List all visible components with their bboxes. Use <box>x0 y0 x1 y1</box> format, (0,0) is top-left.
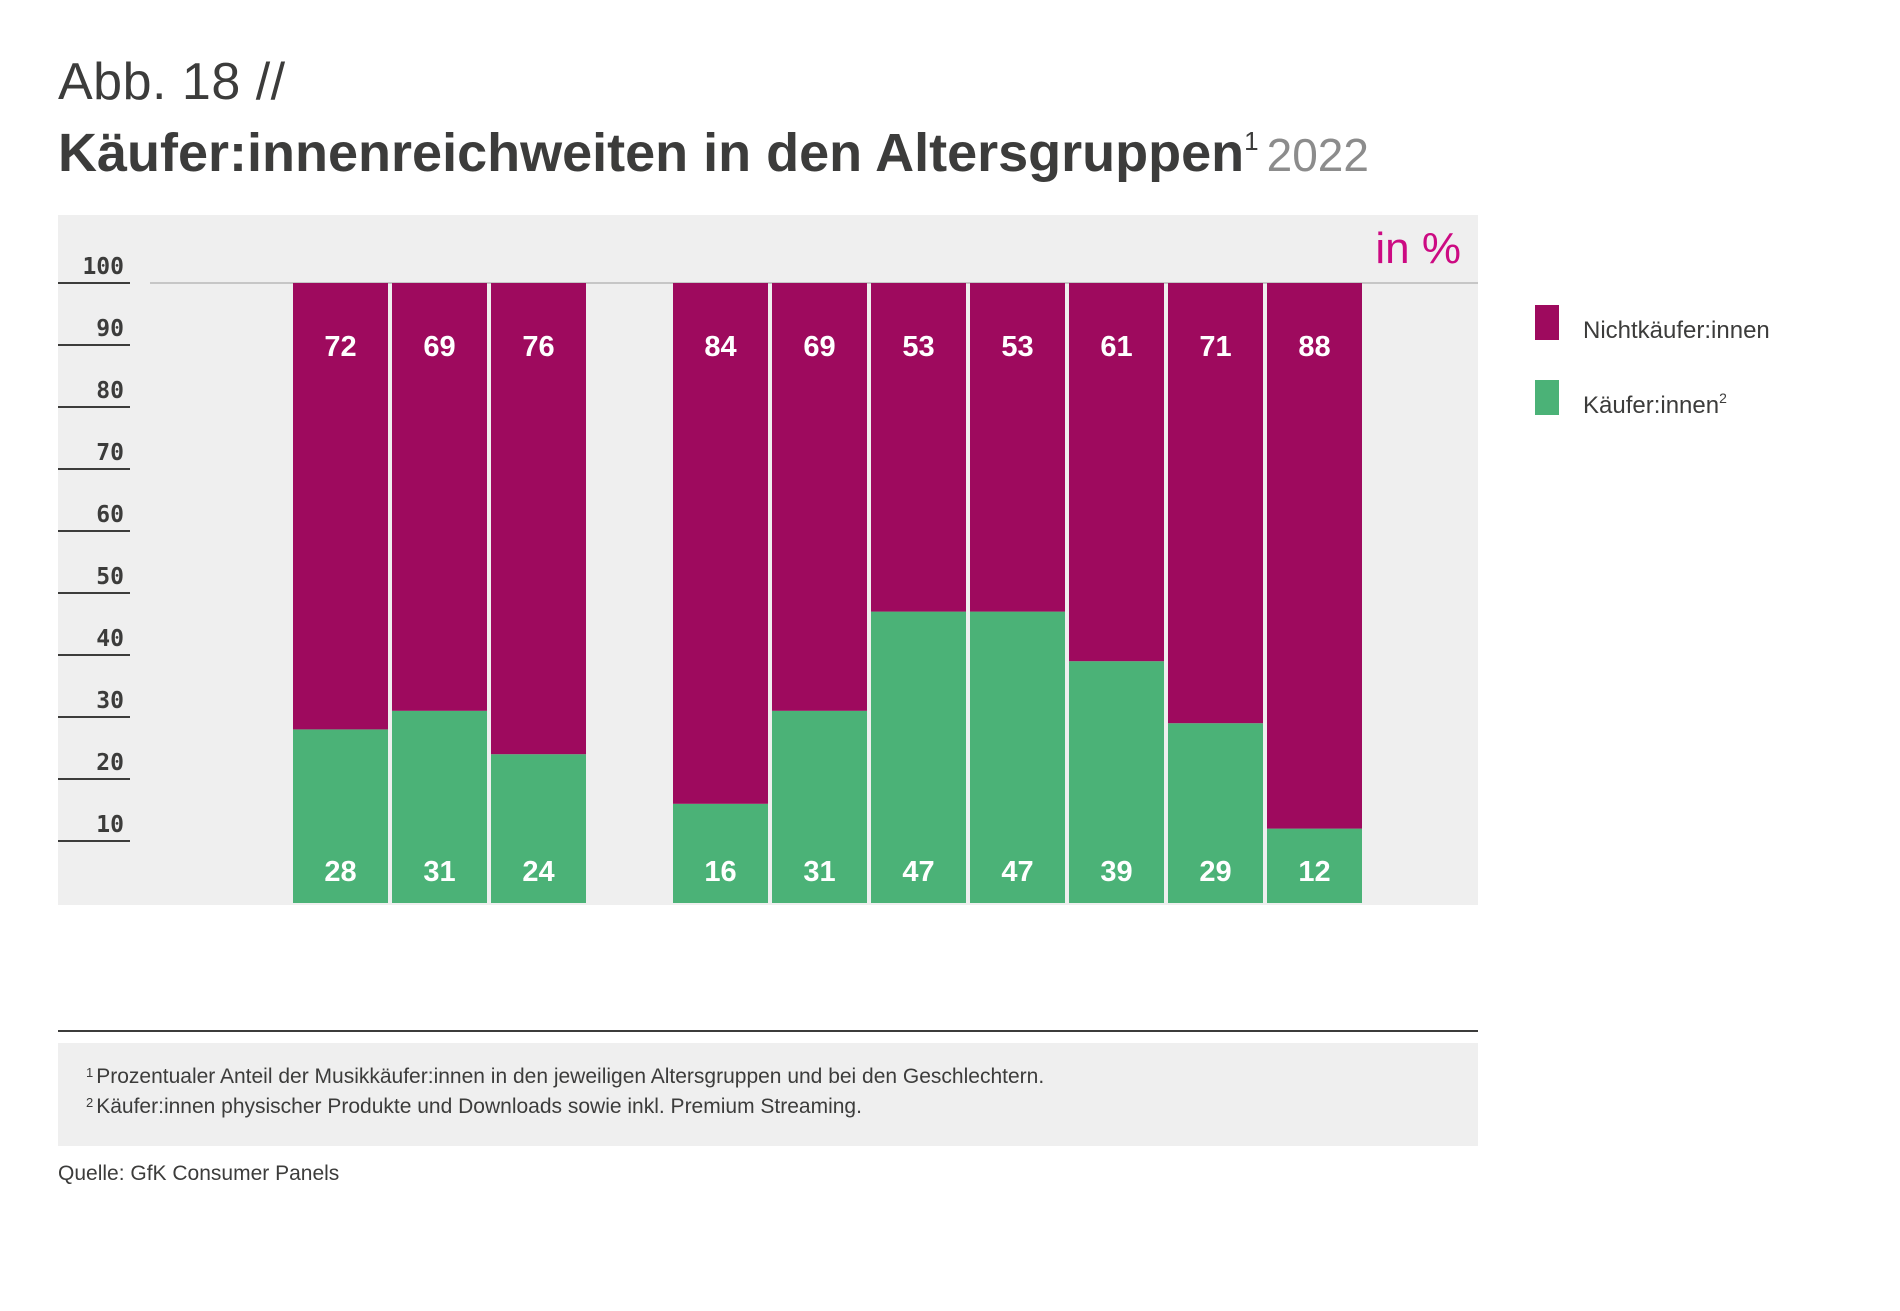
legend-text-kaeufer: Käufer:innen <box>1583 392 1720 419</box>
footnote-1-mark: 1 <box>86 1065 94 1080</box>
y-tick-label: 90 <box>96 316 124 342</box>
y-tick-label: 10 <box>96 812 124 838</box>
data-label-nichtkaeufer: 84 <box>704 331 736 363</box>
bar-kaeufer <box>1168 723 1263 903</box>
data-label-kaeufer: 24 <box>522 856 554 888</box>
data-label-kaeufer: 12 <box>1298 856 1330 888</box>
footnotes-box: 1 Prozentualer Anteil der Musikkäufer:inn… <box>58 1043 1478 1146</box>
bar-kaeufer <box>293 729 388 903</box>
data-label-kaeufer: 31 <box>423 856 455 888</box>
data-label-nichtkaeufer: 88 <box>1298 331 1330 363</box>
data-label-nichtkaeufer: 61 <box>1100 331 1132 363</box>
data-label-nichtkaeufer: 69 <box>803 331 835 363</box>
data-label-nichtkaeufer: 69 <box>423 331 455 363</box>
legend-footnote-mark: 2 <box>1719 390 1727 406</box>
legend-label-kaeufer: Käufer:innen2 <box>1583 390 1727 420</box>
data-label-nichtkaeufer: 76 <box>522 331 554 363</box>
bar-nichtkaeufer <box>293 283 388 730</box>
bar-nichtkaeufer <box>1267 283 1362 829</box>
bar-kaeufer <box>491 754 586 903</box>
bar-nichtkaeufer <box>970 283 1065 612</box>
data-label-kaeufer: 47 <box>1001 856 1033 888</box>
bar-nichtkaeufer <box>1069 283 1164 662</box>
bar-nichtkaeufer <box>871 283 966 612</box>
footnote-2: 2 Käufer:innen physischer Produkte und Do… <box>86 1095 862 1119</box>
footnote-2-mark: 2 <box>86 1095 94 1110</box>
footnote-1: 1 Prozentualer Anteil der Musikkäufer:inn… <box>86 1065 1044 1089</box>
y-tick-label: 60 <box>96 502 124 528</box>
data-label-kaeufer: 16 <box>704 856 736 888</box>
data-label-kaeufer: 39 <box>1100 856 1132 888</box>
bar-kaeufer <box>871 611 966 903</box>
legend-swatch-nichtkaeufer <box>1535 305 1559 340</box>
bar-kaeufer <box>673 803 768 903</box>
source-note: Quelle: GfK Consumer Panels <box>58 1162 340 1185</box>
y-tick-label: 70 <box>96 440 124 466</box>
figure-label: Abb. 18 // <box>58 53 286 111</box>
y-tick-label: 30 <box>96 688 124 714</box>
footnote-2-text: Käufer:innen physischer Produkte und Dow… <box>96 1095 862 1118</box>
bar-kaeufer <box>392 710 487 903</box>
title-footnote-mark: 1 <box>1244 126 1259 156</box>
unit-label: in % <box>1375 224 1461 273</box>
bar-kaeufer <box>970 611 1065 903</box>
legend-label-nichtkaeufer: Nichtkäufer:innen <box>1583 317 1770 345</box>
footnote-divider <box>58 1030 1478 1032</box>
y-tick-label: 40 <box>96 626 124 652</box>
bar-nichtkaeufer <box>673 283 768 804</box>
y-tick-label: 100 <box>82 254 124 280</box>
data-label-kaeufer: 28 <box>324 856 356 888</box>
data-label-nichtkaeufer: 72 <box>324 331 356 363</box>
data-label-nichtkaeufer: 53 <box>902 331 934 363</box>
bar-nichtkaeufer <box>1168 283 1263 724</box>
chart-title: Käufer:innenreichweiten in den Altersgru… <box>58 122 1369 184</box>
data-label-kaeufer: 47 <box>902 856 934 888</box>
y-tick-label: 20 <box>96 750 124 776</box>
bar-kaeufer <box>772 710 867 903</box>
bar-nichtkaeufer <box>392 283 487 711</box>
bar-nichtkaeufer <box>772 283 867 711</box>
stacked-bar-chart: 1020304050607080901007228Gesamt6931Männe… <box>58 224 1478 903</box>
y-tick-label: 50 <box>96 564 124 590</box>
data-label-kaeufer: 29 <box>1199 856 1231 888</box>
data-label-nichtkaeufer: 53 <box>1001 331 1033 363</box>
legend-text-nichtkaeufer: Nichtkäufer:innen <box>1583 317 1770 344</box>
bar-kaeufer <box>1267 828 1362 903</box>
y-tick-label: 80 <box>96 378 124 404</box>
data-label-nichtkaeufer: 71 <box>1199 331 1231 363</box>
data-label-kaeufer: 31 <box>803 856 835 888</box>
chart-title-text: Käufer:innenreichweiten in den Altersgru… <box>58 123 1245 183</box>
legend-swatch-kaeufer <box>1535 380 1559 415</box>
bar-kaeufer <box>1069 661 1164 903</box>
footnote-1-text: Prozentualer Anteil der Musikkäufer:inne… <box>96 1065 1045 1088</box>
chart-panel: 1020304050607080901007228Gesamt6931Männe… <box>58 215 1478 905</box>
chart-year: 2022 <box>1266 129 1369 181</box>
bar-nichtkaeufer <box>491 283 586 755</box>
